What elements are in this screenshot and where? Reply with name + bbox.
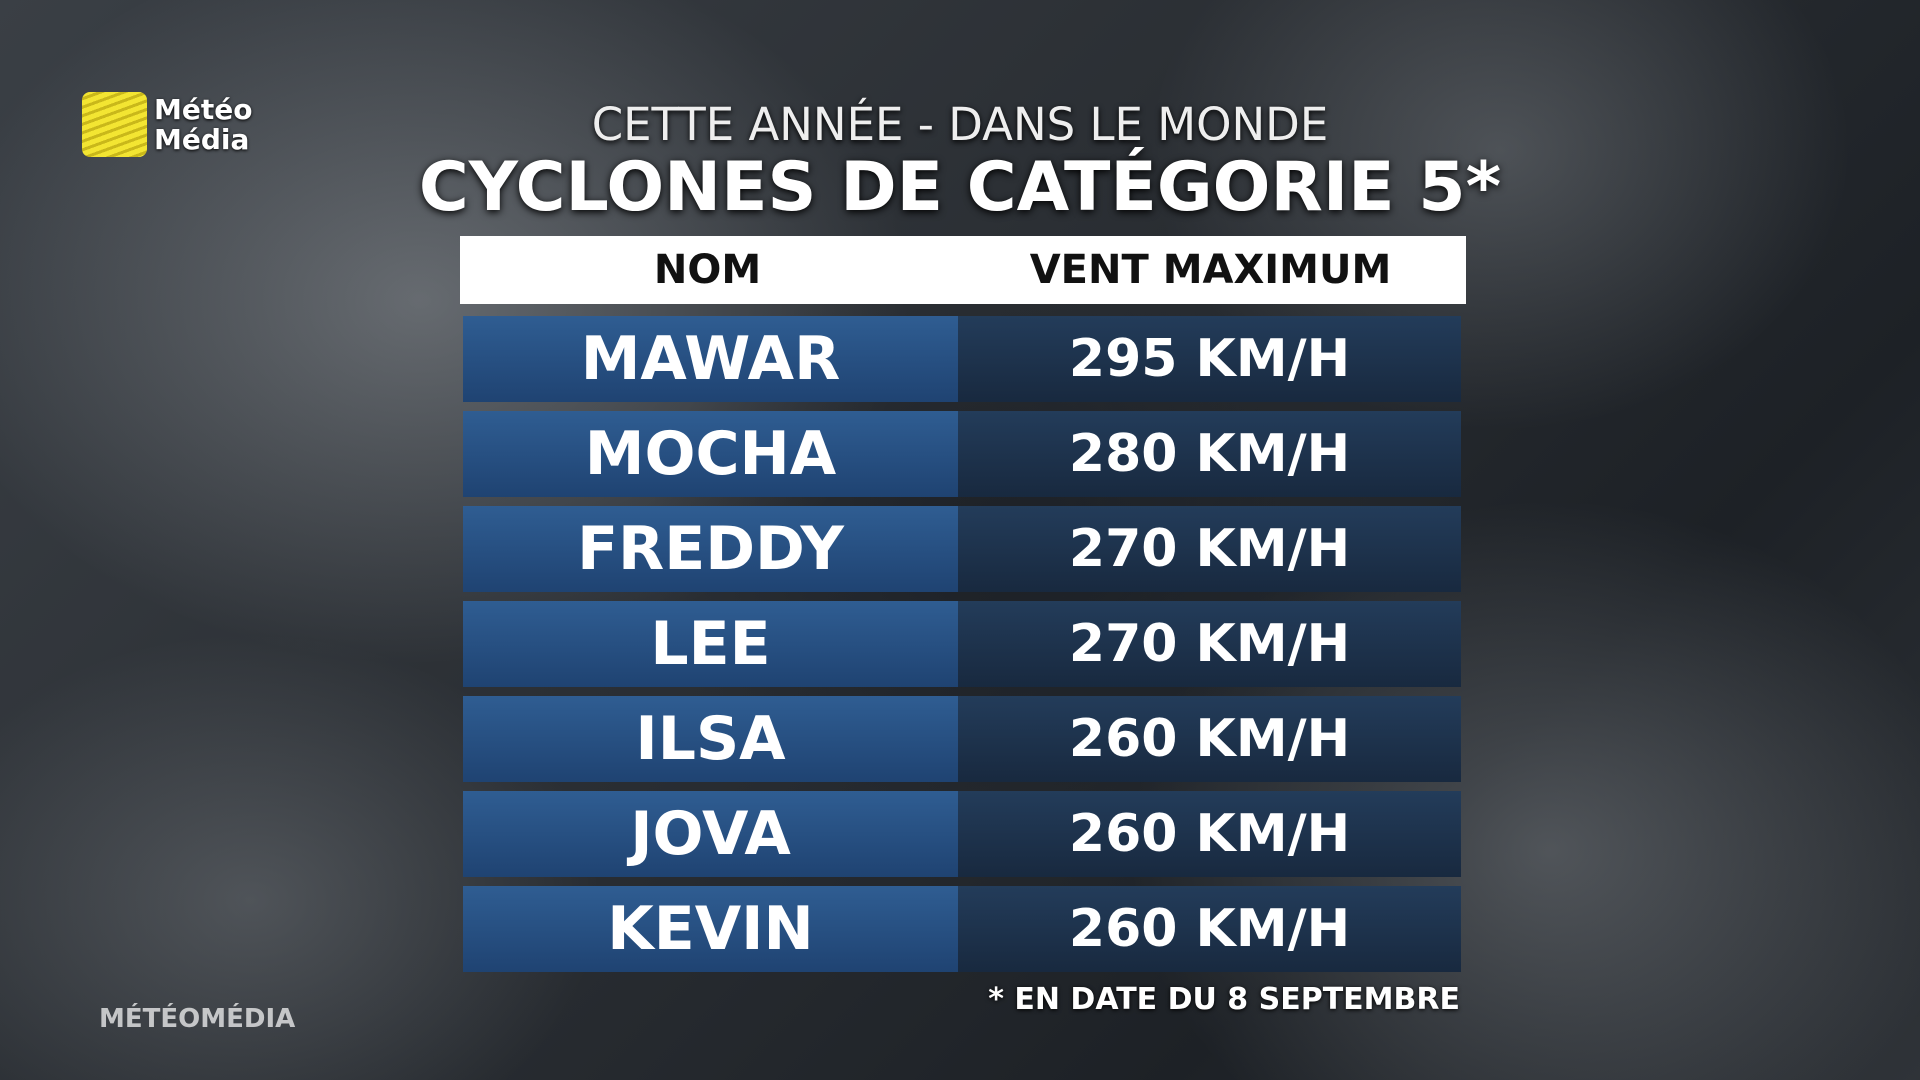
table-row: MOCHA 280 KM/H	[463, 411, 1461, 497]
max-wind: 260 KM/H	[958, 696, 1461, 782]
logo-text: Météo	[154, 93, 253, 126]
cyclone-name: KEVIN	[463, 886, 958, 972]
watermark: MÉTÉOMÉDIA	[99, 1004, 296, 1034]
header-cell: NOM	[653, 247, 762, 293]
table-row: JOVA 260 KM/H	[463, 791, 1461, 877]
max-wind: 260 KM/H	[958, 791, 1461, 877]
table-header: NOM VENT MAXIMUM	[460, 236, 1466, 304]
cyclone-name: JOVA	[463, 791, 958, 877]
cyclone-name: MAWAR	[463, 316, 958, 402]
cyclone-name: LEE	[463, 601, 958, 687]
title: CYCLONES DE CATÉGORIE 5*	[418, 148, 1502, 227]
table-row: FREDDY 270 KM/H	[463, 506, 1461, 592]
table-row: LEE 270 KM/H	[463, 601, 1461, 687]
cyclone-name: FREDDY	[463, 506, 958, 592]
table-row: KEVIN 260 KM/H	[463, 886, 1461, 972]
max-wind: 270 KM/H	[958, 601, 1461, 687]
max-wind: 280 KM/H	[958, 411, 1461, 497]
footnote: * EN DATE DU 8 SEPTEMBRE	[988, 982, 1460, 1017]
header-cell: VENT MAXIMUM	[1029, 247, 1392, 293]
max-wind: 260 KM/H	[958, 886, 1461, 972]
logo-text: Média	[154, 123, 250, 156]
table-row: ILSA 260 KM/H	[463, 696, 1461, 782]
logo-icon	[82, 92, 147, 157]
cyclone-name: ILSA	[463, 696, 958, 782]
subtitle: CETTE ANNÉE - DANS LE MONDE	[591, 98, 1329, 151]
table-row: MAWAR 295 KM/H	[463, 316, 1461, 402]
max-wind: 295 KM/H	[958, 316, 1461, 402]
max-wind: 270 KM/H	[958, 506, 1461, 592]
cyclone-name: MOCHA	[463, 411, 958, 497]
